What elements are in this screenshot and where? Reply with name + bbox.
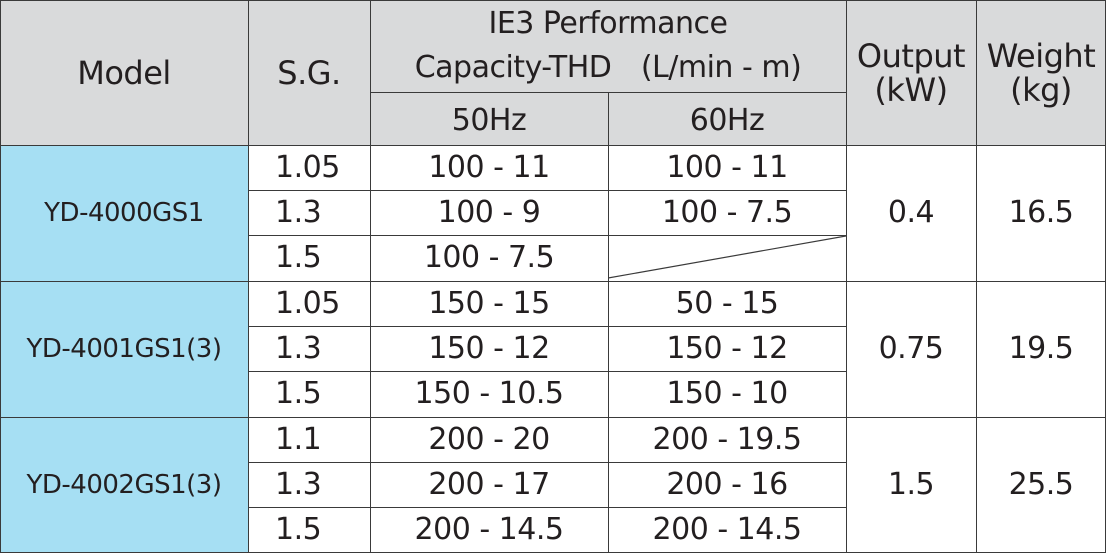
capacity-60hz: 200 - 16 bbox=[666, 466, 788, 502]
sg-value: 1.5 bbox=[275, 376, 322, 411]
capacity-60hz: 200 - 14.5 bbox=[652, 512, 802, 547]
output-value: 1.5 bbox=[887, 467, 935, 502]
capacity-50hz: 200 - 20 bbox=[428, 421, 550, 457]
capacity-50hz: 100 - 11 bbox=[428, 149, 550, 185]
header-capacity-thd: Capacity-THD (L/min - m) bbox=[414, 50, 802, 85]
sg-value: 1.05 bbox=[275, 285, 340, 321]
grid-line bbox=[0, 281, 1106, 282]
output-value: 0.75 bbox=[878, 331, 944, 366]
grid-line bbox=[608, 92, 609, 553]
header-weight-unit: (kg) bbox=[1010, 71, 1072, 109]
sg-value: 1.3 bbox=[275, 466, 322, 502]
capacity-60hz: 150 - 12 bbox=[666, 330, 788, 366]
model-cell-background bbox=[0, 417, 248, 553]
capacity-60hz: 200 - 19.5 bbox=[652, 421, 802, 457]
capacity-50hz: 150 - 10.5 bbox=[414, 376, 564, 411]
sg-value: 1.3 bbox=[275, 330, 322, 366]
model-cell-background bbox=[0, 145, 248, 281]
grid-line bbox=[248, 371, 846, 372]
header-output: Output (kW) bbox=[846, 28, 976, 118]
model-name: YD-4001GS1(3) bbox=[26, 334, 222, 364]
header-60hz: 60Hz bbox=[689, 102, 765, 138]
grid-line bbox=[248, 235, 846, 236]
grid-line bbox=[0, 145, 1106, 146]
grid-line bbox=[248, 462, 846, 463]
model-cell-background bbox=[0, 281, 248, 417]
capacity-50hz: 200 - 17 bbox=[428, 466, 550, 502]
grid-line bbox=[248, 326, 846, 327]
capacity-60hz: 100 - 11 bbox=[666, 149, 788, 185]
sg-value: 1.1 bbox=[275, 421, 322, 457]
output-value: 0.4 bbox=[887, 195, 935, 230]
model-name: YD-4002GS1(3) bbox=[26, 470, 222, 500]
header-50hz: 50Hz bbox=[451, 102, 527, 138]
not-available-slash bbox=[608, 235, 846, 279]
capacity-50hz: 100 - 7.5 bbox=[423, 240, 555, 275]
capacity-50hz: 200 - 14.5 bbox=[414, 512, 564, 547]
capacity-60hz: 150 - 10 bbox=[666, 376, 788, 411]
model-name: YD-4000GS1 bbox=[44, 198, 204, 228]
weight-value: 16.5 bbox=[1008, 195, 1074, 230]
capacity-50hz: 150 - 15 bbox=[428, 285, 550, 321]
grid-line bbox=[370, 0, 371, 553]
sg-value: 1.05 bbox=[275, 149, 340, 185]
header-background bbox=[0, 0, 1106, 145]
grid-line bbox=[0, 0, 1106, 1]
sg-value: 1.5 bbox=[275, 512, 322, 547]
grid-line bbox=[248, 190, 846, 191]
grid-line bbox=[976, 0, 977, 553]
grid-line bbox=[846, 0, 847, 553]
capacity-60hz: 50 - 15 bbox=[675, 285, 779, 321]
header-performance-title: IE3 Performance bbox=[488, 6, 728, 41]
capacity-60hz: 100 - 7.5 bbox=[661, 194, 793, 230]
header-sg: S.G. bbox=[277, 53, 341, 92]
weight-value: 25.5 bbox=[1008, 467, 1074, 502]
grid-line bbox=[0, 417, 1106, 418]
grid-line bbox=[248, 507, 846, 508]
header-weight: Weight (kg) bbox=[976, 28, 1106, 118]
grid-line bbox=[248, 0, 249, 553]
grid-line bbox=[0, 0, 1, 553]
capacity-50hz: 150 - 12 bbox=[428, 330, 550, 366]
weight-value: 19.5 bbox=[1008, 331, 1074, 366]
sg-value: 1.3 bbox=[275, 194, 322, 230]
capacity-50hz: 100 - 9 bbox=[437, 194, 541, 230]
sg-value: 1.5 bbox=[275, 240, 322, 275]
header-model: Model bbox=[77, 53, 171, 92]
header-output-unit: (kW) bbox=[874, 71, 948, 109]
header-weight-label: Weight bbox=[986, 37, 1096, 75]
header-output-label: Output bbox=[856, 37, 966, 75]
